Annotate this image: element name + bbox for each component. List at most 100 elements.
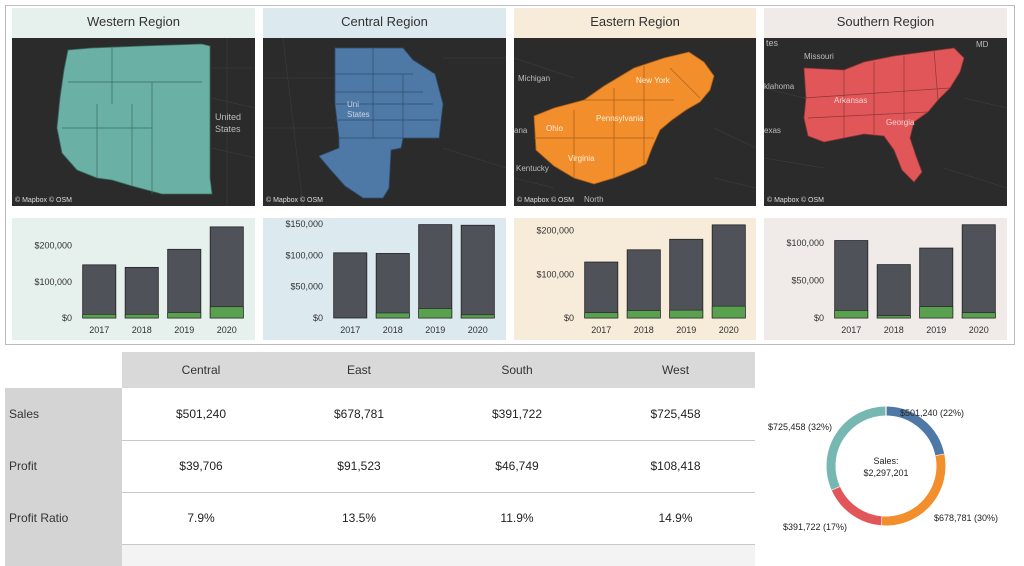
sales-bar[interactable]	[167, 248, 202, 319]
donut-slice-west[interactable]	[826, 406, 887, 490]
donut-data-label: $391,722 (17%)	[783, 522, 847, 532]
map-label: Pennsylvania	[596, 114, 644, 123]
map-label: United	[215, 112, 242, 122]
map-label: exas	[764, 126, 781, 135]
map-credit: © Mapbox © OSM	[15, 197, 72, 204]
southern-region-title: Southern Region	[764, 8, 1007, 38]
sales-bar[interactable]	[418, 224, 453, 319]
profit-bar[interactable]	[124, 314, 159, 319]
table-header-row	[122, 352, 755, 388]
profit-bar[interactable]	[876, 315, 911, 319]
x-tick-label: 2017	[591, 325, 611, 335]
map-label: MD	[976, 40, 989, 49]
donut-slice-east[interactable]	[880, 454, 946, 526]
y-tick-label: $150,000	[285, 219, 323, 229]
sales-bar[interactable]	[460, 224, 495, 319]
y-tick-label: $100,000	[786, 238, 824, 248]
slice-separator	[935, 453, 945, 457]
y-tick-label: $200,000	[34, 241, 72, 251]
profit-bar[interactable]	[460, 314, 495, 319]
donut-data-label: $725,458 (32%)	[768, 422, 832, 432]
row-divider	[122, 492, 755, 493]
table-cell: 14.9%	[658, 511, 693, 525]
row-label-profit: Profit	[9, 459, 38, 473]
map-label: Georgia	[886, 118, 915, 127]
map-label: States	[215, 124, 241, 134]
eastern-region-map[interactable]: Michigan Ohio Kentucky ana North New Yor…	[514, 38, 756, 206]
map-label: North	[584, 195, 604, 204]
profit-bar[interactable]	[418, 308, 453, 319]
sales-bar[interactable]	[876, 264, 911, 319]
eastern-map-shape	[514, 51, 756, 189]
donut-center-label: Sales:	[873, 456, 898, 466]
donut-data-label: $678,781 (30%)	[934, 513, 998, 523]
table-cell: $391,722	[491, 407, 543, 421]
western-map-shape	[56, 38, 255, 206]
map-credit: © Mapbox © OSM	[517, 197, 574, 204]
table-cell: $501,240	[175, 407, 227, 421]
western-bar-svg: $0 $100,000 $200,000 2017 2018 2019 2020	[34, 226, 244, 335]
y-tick-label: $100,000	[34, 277, 72, 287]
table-cell: $725,458	[650, 407, 701, 421]
sales-bar[interactable]	[669, 238, 704, 319]
sales-bar[interactable]	[584, 261, 619, 319]
western-region-map[interactable]: United States © Mapbox © OSM	[12, 38, 255, 206]
sales-bar[interactable]	[333, 252, 368, 319]
southern-bar-svg: $0 $50,000 $100,000 2017 2018 2019 2020	[786, 224, 996, 335]
sales-bar[interactable]	[124, 266, 159, 319]
map-credit: © Mapbox © OSM	[266, 197, 323, 204]
donut-data-label: $501,240 (22%)	[900, 408, 964, 418]
y-tick-label: $50,000	[791, 275, 824, 285]
sales-bar[interactable]	[961, 224, 996, 319]
profit-bar[interactable]	[167, 312, 202, 319]
southern-region-map[interactable]: tes Missouri klahoma exas Arkansas Georg…	[764, 38, 1007, 206]
profit-bar[interactable]	[711, 305, 746, 319]
column-header-east[interactable]: East	[346, 363, 371, 377]
sales-bar[interactable]	[82, 264, 117, 319]
map-label: Missouri	[804, 52, 834, 61]
x-tick-label: 2020	[468, 325, 488, 335]
row-divider	[122, 544, 755, 545]
table-cell: $678,781	[333, 407, 385, 421]
x-tick-label: 2017	[89, 325, 109, 335]
map-label: Ohio	[546, 124, 563, 133]
table-cell: $108,418	[650, 459, 701, 473]
sales-bar[interactable]	[626, 249, 661, 319]
x-tick-label: 2019	[425, 325, 445, 335]
summary-table: Central East South West Sales Profit Pro…	[5, 352, 755, 566]
sales-bar[interactable]	[375, 253, 410, 319]
sales-bar[interactable]	[711, 224, 746, 319]
central-region-map[interactable]: Uni States © Mapbox © OSM	[263, 38, 506, 206]
profit-bar[interactable]	[375, 312, 410, 319]
sales-bar[interactable]	[209, 226, 244, 319]
column-header-west[interactable]: West	[661, 363, 690, 377]
y-tick-label: $50,000	[290, 282, 323, 292]
sales-bar[interactable]	[919, 247, 954, 319]
column-header-south[interactable]: South	[501, 363, 533, 377]
profit-bar[interactable]	[82, 314, 117, 319]
x-tick-label: 2020	[719, 325, 739, 335]
map-label: Virginia	[568, 154, 595, 163]
profit-bar[interactable]	[209, 306, 244, 319]
donut-slice-central[interactable]	[885, 406, 945, 457]
map-label: klahoma	[764, 82, 795, 91]
profit-bar[interactable]	[626, 310, 661, 319]
profit-bar[interactable]	[834, 310, 869, 319]
donut-slice-south[interactable]	[831, 486, 882, 526]
column-header-central[interactable]: Central	[181, 363, 221, 377]
table-cell: $39,706	[179, 459, 223, 473]
x-tick-label: 2020	[217, 325, 237, 335]
map-label: tes	[766, 38, 779, 48]
y-tick-label: $100,000	[536, 269, 574, 279]
donut-center-value: $2,297,201	[863, 468, 908, 478]
profit-bar[interactable]	[919, 306, 954, 319]
eastern-bar-svg: $0 $100,000 $200,000 2017 2018 2019 2020	[536, 224, 746, 335]
profit-bar[interactable]	[584, 312, 619, 319]
profit-bar[interactable]	[669, 309, 704, 319]
central-bar-svg: $0 $50,000 $100,000 $150,000 2017 2018 2019 202…	[285, 219, 495, 335]
western-bar-chart: $0 $100,000 $200,000 2017 2018 2019 2020	[12, 218, 255, 340]
sales-bar[interactable]	[834, 240, 869, 319]
profit-bar[interactable]	[961, 312, 996, 319]
map-label: Michigan	[518, 74, 551, 83]
southern-map-shape	[764, 47, 1007, 189]
